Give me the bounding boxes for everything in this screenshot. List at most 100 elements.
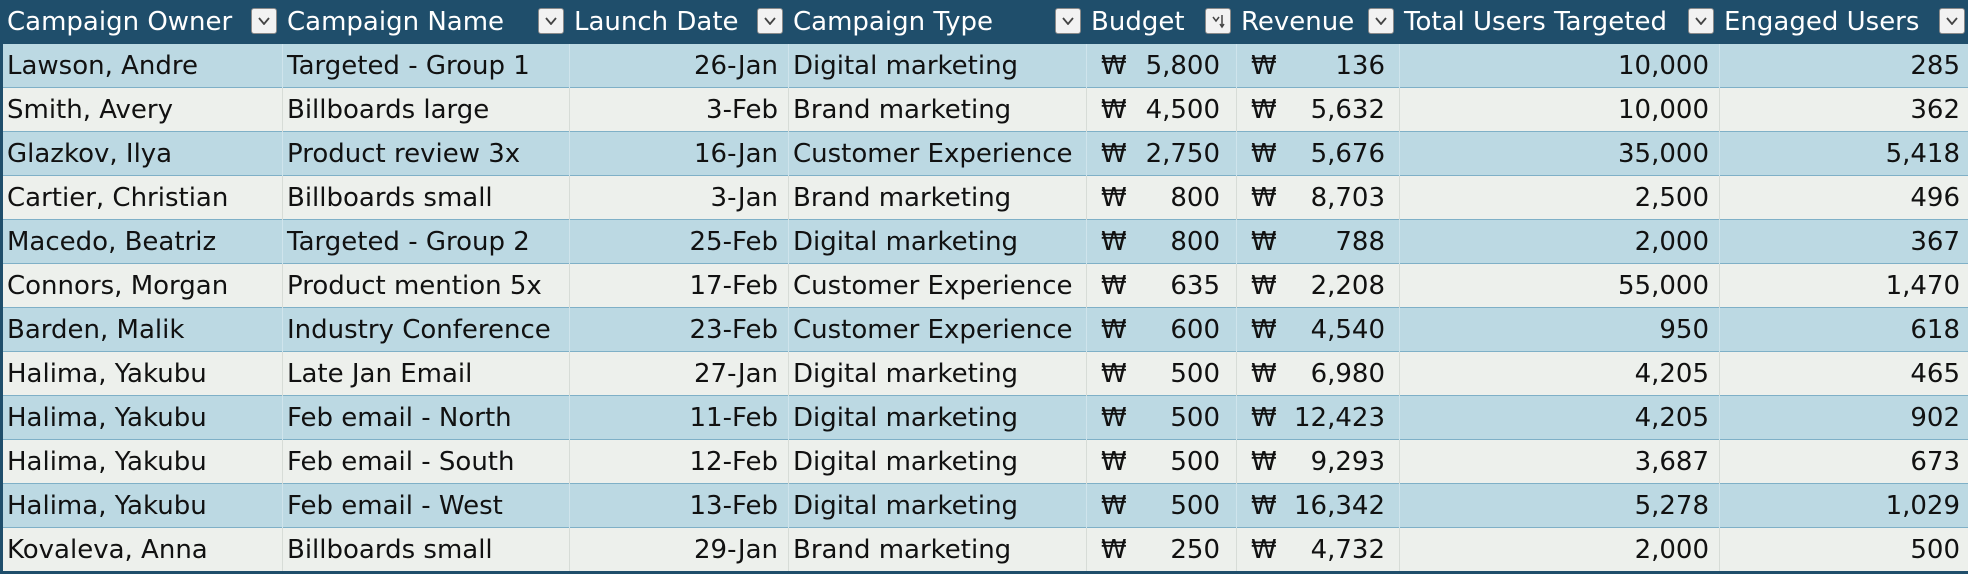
cell-revenue[interactable]: ₩4,540 — [1237, 308, 1400, 352]
cell-campaign-type[interactable]: Customer Experience — [789, 264, 1087, 308]
cell-engaged-users[interactable]: 618 — [1720, 308, 1968, 352]
cell-launch-date[interactable]: 3-Feb — [570, 88, 789, 132]
cell-campaign-owner[interactable]: Kovaleva, Anna — [3, 528, 283, 571]
cell-campaign-name[interactable]: Billboards small — [283, 528, 570, 571]
cell-total-users-targeted[interactable]: 2,500 — [1400, 176, 1720, 220]
cell-budget[interactable]: ₩500 — [1087, 484, 1237, 528]
cell-campaign-owner[interactable]: Halima, Yakubu — [3, 484, 283, 528]
column-header-launch-date[interactable]: Launch Date — [570, 0, 789, 44]
cell-budget[interactable]: ₩4,500 — [1087, 88, 1237, 132]
cell-campaign-owner[interactable]: Connors, Morgan — [3, 264, 283, 308]
filter-dropdown-icon[interactable] — [1688, 8, 1714, 34]
cell-total-users-targeted[interactable]: 5,278 — [1400, 484, 1720, 528]
cell-campaign-name[interactable]: Product review 3x — [283, 132, 570, 176]
cell-revenue[interactable]: ₩5,632 — [1237, 88, 1400, 132]
cell-launch-date[interactable]: 17-Feb — [570, 264, 789, 308]
cell-revenue[interactable]: ₩4,732 — [1237, 528, 1400, 571]
column-header-campaign-owner[interactable]: Campaign Owner — [3, 0, 283, 44]
filter-dropdown-icon[interactable] — [1368, 8, 1394, 34]
cell-engaged-users[interactable]: 5,418 — [1720, 132, 1968, 176]
cell-launch-date[interactable]: 12-Feb — [570, 440, 789, 484]
column-header-total-users-targeted[interactable]: Total Users Targeted — [1400, 0, 1720, 44]
cell-launch-date[interactable]: 11-Feb — [570, 396, 789, 440]
cell-campaign-name[interactable]: Late Jan Email — [283, 352, 570, 396]
cell-total-users-targeted[interactable]: 10,000 — [1400, 88, 1720, 132]
cell-total-users-targeted[interactable]: 55,000 — [1400, 264, 1720, 308]
column-header-revenue[interactable]: Revenue — [1237, 0, 1400, 44]
filter-dropdown-icon[interactable] — [251, 8, 277, 34]
cell-campaign-name[interactable]: Feb email - North — [283, 396, 570, 440]
cell-revenue[interactable]: ₩16,342 — [1237, 484, 1400, 528]
cell-engaged-users[interactable]: 465 — [1720, 352, 1968, 396]
cell-budget[interactable]: ₩635 — [1087, 264, 1237, 308]
cell-budget[interactable]: ₩600 — [1087, 308, 1237, 352]
cell-launch-date[interactable]: 26-Jan — [570, 44, 789, 88]
cell-total-users-targeted[interactable]: 35,000 — [1400, 132, 1720, 176]
cell-campaign-type[interactable]: Digital marketing — [789, 440, 1087, 484]
cell-campaign-name[interactable]: Feb email - South — [283, 440, 570, 484]
cell-campaign-type[interactable]: Customer Experience — [789, 308, 1087, 352]
cell-engaged-users[interactable]: 1,029 — [1720, 484, 1968, 528]
cell-total-users-targeted[interactable]: 2,000 — [1400, 528, 1720, 571]
filter-dropdown-icon[interactable] — [757, 8, 783, 34]
cell-campaign-type[interactable]: Digital marketing — [789, 44, 1087, 88]
column-header-campaign-type[interactable]: Campaign Type — [789, 0, 1087, 44]
cell-engaged-users[interactable]: 496 — [1720, 176, 1968, 220]
cell-budget[interactable]: ₩500 — [1087, 352, 1237, 396]
cell-campaign-owner[interactable]: Barden, Malik — [3, 308, 283, 352]
cell-total-users-targeted[interactable]: 3,687 — [1400, 440, 1720, 484]
cell-campaign-type[interactable]: Brand marketing — [789, 176, 1087, 220]
cell-budget[interactable]: ₩2,750 — [1087, 132, 1237, 176]
cell-campaign-owner[interactable]: Cartier, Christian — [3, 176, 283, 220]
cell-campaign-type[interactable]: Digital marketing — [789, 220, 1087, 264]
cell-budget[interactable]: ₩500 — [1087, 440, 1237, 484]
cell-campaign-type[interactable]: Digital marketing — [789, 396, 1087, 440]
cell-engaged-users[interactable]: 367 — [1720, 220, 1968, 264]
cell-budget[interactable]: ₩800 — [1087, 220, 1237, 264]
cell-budget[interactable]: ₩500 — [1087, 396, 1237, 440]
cell-campaign-owner[interactable]: Lawson, Andre — [3, 44, 283, 88]
cell-revenue[interactable]: ₩788 — [1237, 220, 1400, 264]
cell-campaign-name[interactable]: Billboards small — [283, 176, 570, 220]
cell-revenue[interactable]: ₩9,293 — [1237, 440, 1400, 484]
cell-campaign-name[interactable]: Billboards large — [283, 88, 570, 132]
cell-campaign-type[interactable]: Customer Experience — [789, 132, 1087, 176]
cell-revenue[interactable]: ₩6,980 — [1237, 352, 1400, 396]
cell-campaign-owner[interactable]: Halima, Yakubu — [3, 352, 283, 396]
cell-campaign-owner[interactable]: Smith, Avery — [3, 88, 283, 132]
cell-engaged-users[interactable]: 902 — [1720, 396, 1968, 440]
cell-total-users-targeted[interactable]: 950 — [1400, 308, 1720, 352]
cell-campaign-name[interactable]: Targeted - Group 1 — [283, 44, 570, 88]
cell-engaged-users[interactable]: 362 — [1720, 88, 1968, 132]
cell-total-users-targeted[interactable]: 4,205 — [1400, 352, 1720, 396]
cell-engaged-users[interactable]: 1,470 — [1720, 264, 1968, 308]
cell-launch-date[interactable]: 23-Feb — [570, 308, 789, 352]
filter-dropdown-icon[interactable] — [1055, 8, 1081, 34]
cell-launch-date[interactable]: 16-Jan — [570, 132, 789, 176]
cell-revenue[interactable]: ₩2,208 — [1237, 264, 1400, 308]
cell-campaign-type[interactable]: Digital marketing — [789, 352, 1087, 396]
cell-launch-date[interactable]: 27-Jan — [570, 352, 789, 396]
filter-dropdown-icon[interactable] — [538, 8, 564, 34]
cell-total-users-targeted[interactable]: 10,000 — [1400, 44, 1720, 88]
cell-campaign-type[interactable]: Brand marketing — [789, 88, 1087, 132]
cell-budget[interactable]: ₩800 — [1087, 176, 1237, 220]
cell-campaign-owner[interactable]: Halima, Yakubu — [3, 440, 283, 484]
cell-engaged-users[interactable]: 673 — [1720, 440, 1968, 484]
cell-campaign-name[interactable]: Targeted - Group 2 — [283, 220, 570, 264]
filter-dropdown-icon[interactable] — [1939, 8, 1965, 34]
cell-budget[interactable]: ₩5,800 — [1087, 44, 1237, 88]
cell-campaign-owner[interactable]: Glazkov, Ilya — [3, 132, 283, 176]
cell-launch-date[interactable]: 25-Feb — [570, 220, 789, 264]
column-header-budget[interactable]: Budget — [1087, 0, 1237, 44]
cell-total-users-targeted[interactable]: 4,205 — [1400, 396, 1720, 440]
cell-engaged-users[interactable]: 500 — [1720, 528, 1968, 571]
cell-revenue[interactable]: ₩12,423 — [1237, 396, 1400, 440]
cell-launch-date[interactable]: 29-Jan — [570, 528, 789, 571]
cell-campaign-type[interactable]: Brand marketing — [789, 528, 1087, 571]
cell-revenue[interactable]: ₩8,703 — [1237, 176, 1400, 220]
column-header-engaged-users[interactable]: Engaged Users — [1720, 0, 1968, 44]
cell-campaign-owner[interactable]: Halima, Yakubu — [3, 396, 283, 440]
column-header-campaign-name[interactable]: Campaign Name — [283, 0, 570, 44]
cell-campaign-name[interactable]: Product mention 5x — [283, 264, 570, 308]
